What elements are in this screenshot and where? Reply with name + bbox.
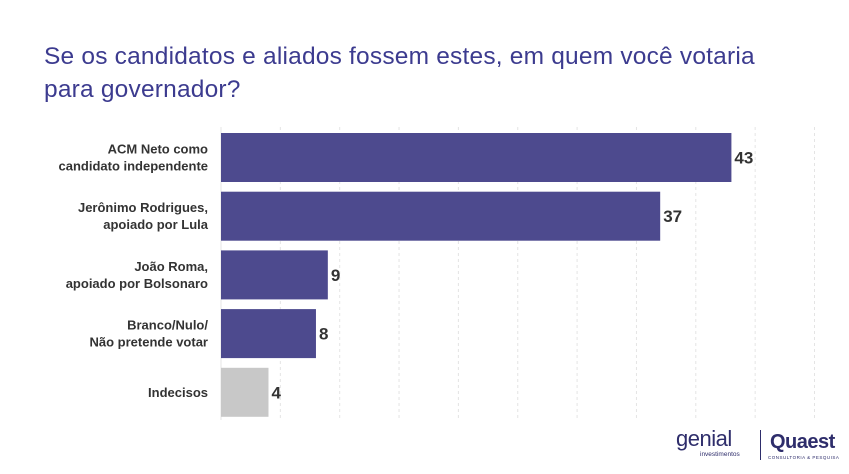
value-labels: 43 37 9 8 4 [271, 149, 753, 403]
category-label-line: apoiado por Bolsonaro [66, 276, 208, 291]
chart-title: Se os candidatos e aliados fossem estes,… [44, 43, 755, 103]
value-label: 37 [663, 207, 682, 226]
value-label: 4 [271, 383, 281, 402]
category-labels: ACM Neto como candidato independente Jerôn… [58, 142, 208, 400]
category-label-line: Branco/Nulo/ [127, 318, 208, 333]
category-label-line: candidato independente [58, 159, 208, 174]
quaest-logo: Quaest [770, 431, 835, 453]
category-label: ACM Neto como candidato independente [58, 142, 208, 174]
value-label: 9 [331, 266, 340, 285]
bar [221, 133, 732, 182]
bar [221, 250, 328, 300]
bar [221, 309, 316, 359]
bars [221, 133, 732, 417]
category-label: João Roma, apoiado por Bolsonaro [66, 259, 208, 291]
category-label-line: Jerônimo Rodrigues, [78, 200, 208, 215]
category-label-line: João Roma, [134, 259, 208, 274]
category-label-line: ACM Neto como [108, 142, 208, 157]
category-label: Jerônimo Rodrigues, apoiado por Lula [78, 200, 209, 232]
genial-logo: genial [676, 426, 732, 451]
value-label: 43 [734, 149, 753, 168]
genial-logo-subtitle: investimentos [700, 451, 740, 458]
category-label-line: Não pretende votar [90, 335, 208, 350]
logo-divider [760, 430, 761, 460]
quaest-logo-subtitle: CONSULTORIA & PESQUISA [768, 455, 840, 460]
value-label: 8 [319, 325, 328, 344]
category-label-line: apoiado por Lula [103, 217, 208, 232]
bar [221, 367, 269, 417]
category-label-line: Indecisos [148, 385, 208, 400]
bar [221, 191, 661, 241]
category-label: Indecisos [148, 385, 208, 400]
category-label: Branco/Nulo/Não pretende votar [90, 318, 209, 350]
